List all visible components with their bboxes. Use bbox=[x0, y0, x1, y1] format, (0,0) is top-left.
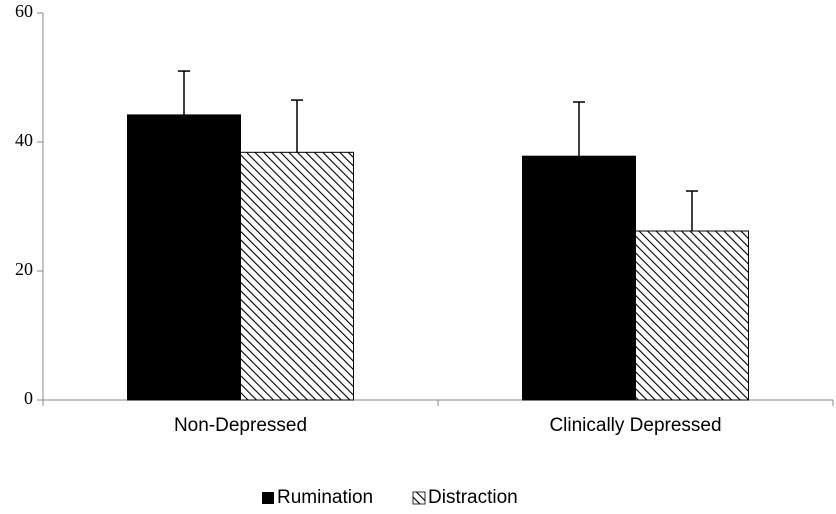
legend-label: Rumination bbox=[277, 487, 373, 508]
y-tick-label: 40 bbox=[15, 130, 33, 150]
bar bbox=[240, 151, 354, 401]
bar bbox=[635, 230, 749, 401]
legend-marker bbox=[262, 492, 274, 504]
y-tick-label: 20 bbox=[15, 259, 33, 279]
x-tick-label: Clinically Depressed bbox=[549, 415, 721, 436]
y-tick-label: 60 bbox=[15, 1, 33, 21]
y-tick-label: 0 bbox=[24, 388, 33, 408]
bar bbox=[522, 155, 636, 401]
bar bbox=[127, 114, 241, 401]
legend-label: Distraction bbox=[428, 487, 518, 508]
legend-marker bbox=[412, 491, 426, 505]
x-tick-label: Non-Depressed bbox=[174, 415, 307, 436]
